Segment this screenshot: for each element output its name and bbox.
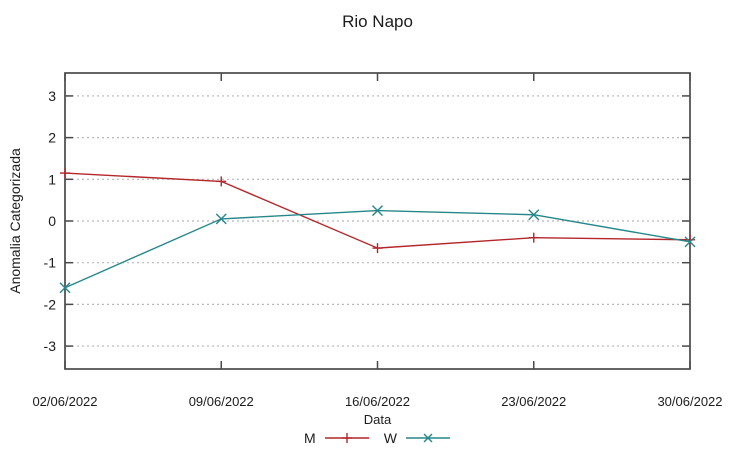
legend-label: M <box>304 430 316 446</box>
y-tick-label: 3 <box>48 88 56 104</box>
y-tick-label: -3 <box>44 338 57 354</box>
y-tick-label: -1 <box>44 255 57 271</box>
legend-item-w: W <box>384 430 451 446</box>
x-tick-label: 30/06/2022 <box>657 394 722 409</box>
x-tick-label: 02/06/2022 <box>32 394 97 409</box>
x-tick-label: 09/06/2022 <box>189 394 254 409</box>
x-tick-label: 16/06/2022 <box>345 394 410 409</box>
legend-sample-plus-icon <box>324 433 369 443</box>
legend-sample-x-icon <box>405 433 450 443</box>
x-axis-label: Data <box>363 412 392 427</box>
chart-title: Rio Napo <box>342 12 413 31</box>
legend-label: W <box>383 430 397 446</box>
x-tick-label: 23/06/2022 <box>501 394 566 409</box>
y-tick-label: 0 <box>48 213 56 229</box>
y-tick-label: -2 <box>44 296 57 312</box>
legend-item-m: M <box>304 430 370 446</box>
y-tick-label: 2 <box>48 130 56 146</box>
y-axis-label: Anomalia Categorizada <box>7 148 23 294</box>
y-tick-label: 1 <box>48 171 56 187</box>
